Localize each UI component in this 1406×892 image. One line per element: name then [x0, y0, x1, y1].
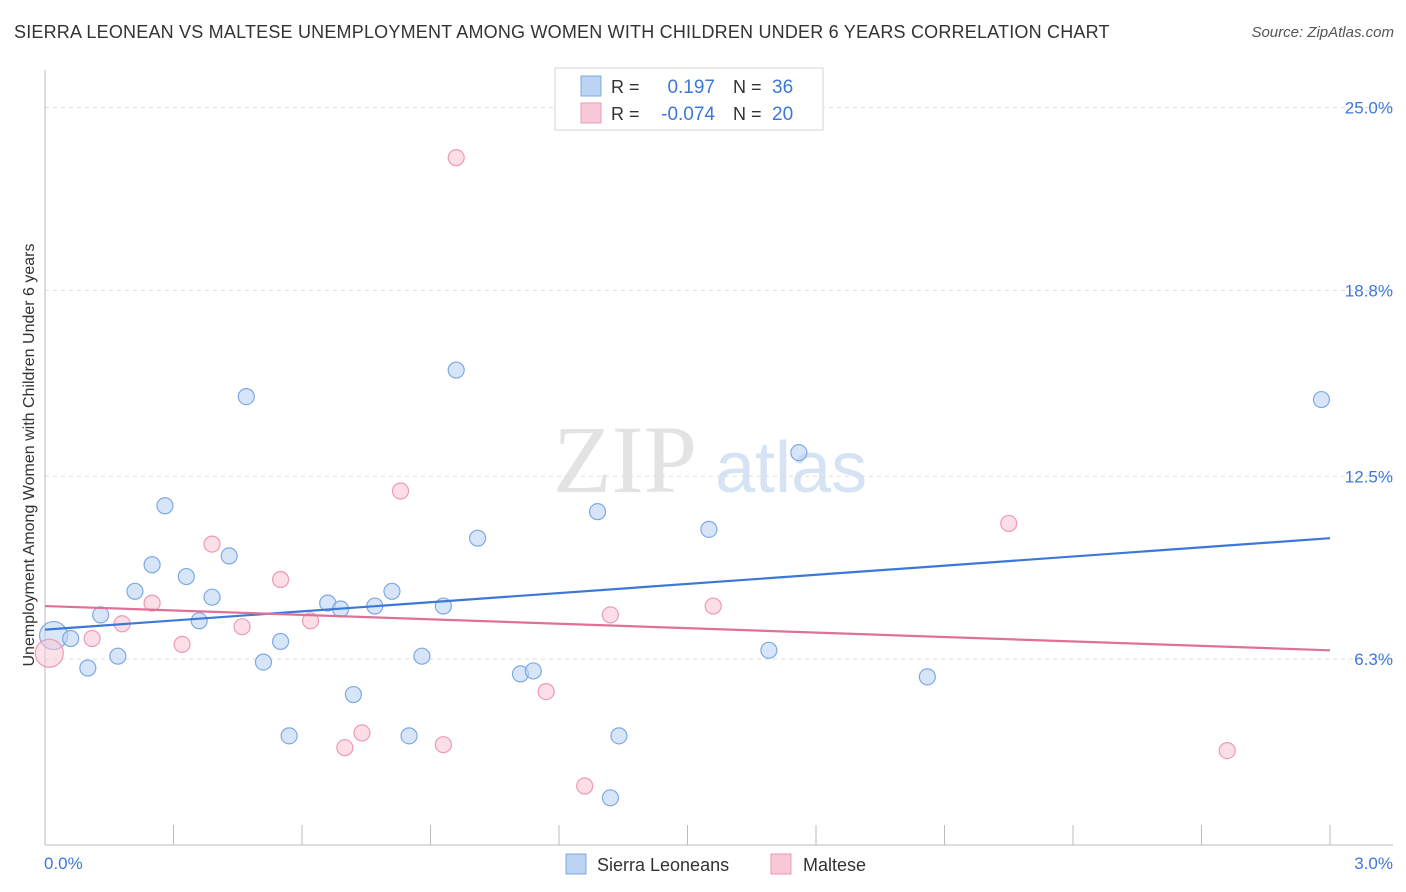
point-maltese-16 — [601, 606, 620, 624]
chart-title: SIERRA LEONEAN VS MALTESE UNEMPLOYMENT A… — [14, 22, 1110, 42]
point-sierra-10 — [203, 588, 221, 606]
y-tick-label-1: 12.5% — [1345, 467, 1393, 486]
x-tick-label-left: 0.0% — [44, 854, 83, 873]
point-maltese-6 — [233, 618, 251, 636]
point-maltese-17 — [704, 597, 722, 615]
point-maltese-12 — [434, 736, 452, 754]
point-sierra-20 — [383, 582, 401, 600]
legend-r-label-2: R = — [611, 104, 640, 124]
point-sierra-9 — [190, 612, 208, 630]
trend-line-maltese — [44, 604, 1331, 652]
legend-n-value-2: 20 — [772, 104, 793, 125]
point-sierra-32 — [760, 641, 778, 659]
point-sierra-28 — [588, 503, 607, 521]
point-maltese-14 — [537, 682, 555, 701]
point-sierra-15 — [280, 727, 298, 745]
point-sierra-21 — [400, 727, 418, 745]
point-maltese-0 — [34, 638, 64, 668]
point-sierra-18 — [344, 685, 362, 704]
point-sierra-31 — [700, 520, 718, 538]
point-sierra-22 — [413, 647, 431, 665]
watermark-zip: ZIP — [553, 406, 697, 513]
point-sierra-6 — [143, 556, 161, 574]
source-label: Source: ZipAtlas.com — [1251, 24, 1394, 41]
legend-series-swatch-blue — [565, 853, 587, 875]
point-sierra-35 — [1312, 390, 1331, 409]
point-maltese-18 — [1000, 514, 1018, 533]
point-maltese-8 — [301, 612, 320, 630]
x-tick-label-right: 3.0% — [1354, 854, 1393, 873]
y-tick-label-0: 6.3% — [1354, 650, 1393, 669]
data-points — [34, 149, 1331, 807]
legend-series-swatch-pink — [770, 853, 792, 875]
legend-stats: R = 0.197 N = 36 R = -0.074 N = 20 — [554, 67, 824, 131]
watermark-atlas: atlas — [715, 428, 867, 508]
point-sierra-14 — [271, 632, 290, 651]
point-sierra-4 — [109, 647, 127, 665]
point-maltese-11 — [391, 482, 410, 500]
point-sierra-34 — [918, 668, 936, 686]
legend-n-value-1: 36 — [772, 77, 793, 98]
y-tick-label-2: 18.8% — [1345, 281, 1393, 300]
trend-lines — [44, 537, 1331, 652]
legend-n-label-1: N = — [733, 77, 762, 97]
point-maltese-15 — [576, 777, 594, 795]
point-maltese-5 — [203, 535, 221, 553]
point-sierra-8 — [177, 567, 195, 586]
point-maltese-19 — [1218, 741, 1236, 760]
point-sierra-30 — [610, 727, 628, 745]
point-maltese-4 — [173, 635, 191, 654]
legend-r-value-1: 0.197 — [667, 77, 715, 98]
point-maltese-13 — [447, 149, 465, 167]
point-maltese-7 — [271, 570, 290, 589]
point-sierra-7 — [156, 497, 174, 515]
point-sierra-24 — [447, 361, 465, 379]
point-sierra-3 — [92, 606, 110, 624]
legend-series-label-maltese: Maltese — [803, 855, 866, 875]
y-axis-label: Unemployment Among Women with Children U… — [21, 243, 38, 666]
point-sierra-33 — [790, 444, 808, 462]
point-sierra-1 — [62, 629, 80, 648]
legend-swatch-pink — [580, 102, 602, 124]
legend-swatch-blue — [580, 75, 602, 97]
point-maltese-3 — [143, 594, 161, 612]
point-sierra-29 — [601, 789, 620, 807]
point-sierra-25 — [469, 529, 487, 547]
legend-r-value-2: -0.074 — [661, 104, 715, 125]
legend-r-label-1: R = — [611, 77, 640, 97]
gridlines — [45, 107, 1393, 660]
point-sierra-27 — [524, 662, 542, 680]
y-tick-labels: 6.3% 12.5% 18.8% 25.0% — [1345, 99, 1393, 670]
legend-series-label-sierra: Sierra Leoneans — [597, 855, 729, 875]
point-maltese-9 — [336, 739, 354, 757]
y-tick-label-3: 25.0% — [1345, 99, 1393, 118]
point-maltese-1 — [83, 629, 101, 648]
point-sierra-11 — [220, 547, 238, 565]
point-maltese-10 — [353, 724, 371, 742]
legend-n-label-2: N = — [733, 104, 762, 124]
point-sierra-2 — [79, 659, 97, 677]
axes — [44, 70, 1393, 846]
legend-series: Sierra Leoneans Maltese — [565, 853, 866, 875]
point-sierra-5 — [126, 582, 144, 600]
point-sierra-13 — [254, 653, 273, 671]
point-sierra-12 — [237, 388, 255, 406]
trend-line-sierra — [44, 537, 1331, 631]
